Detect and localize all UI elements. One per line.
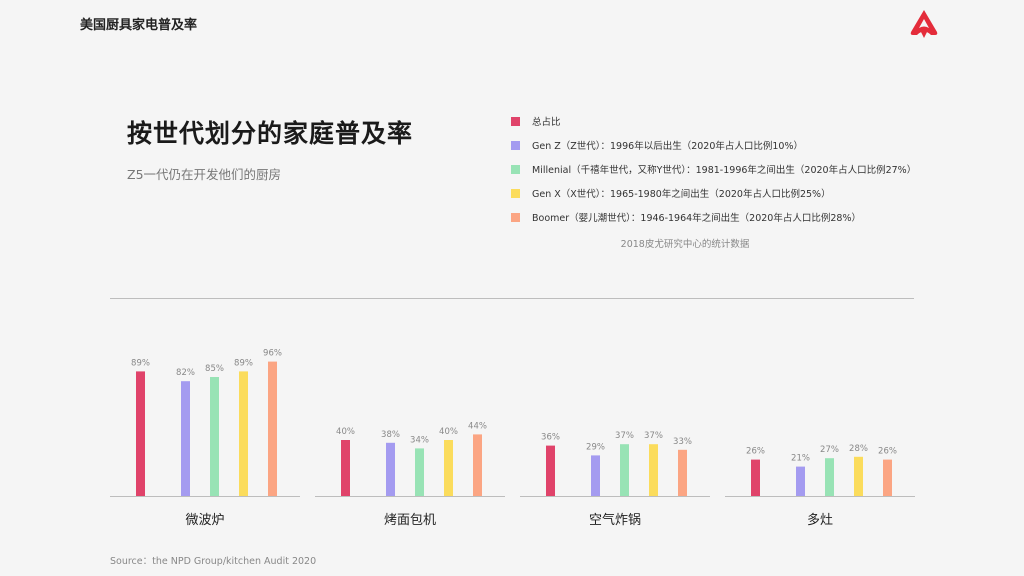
divider [110,298,914,299]
bar [649,444,658,496]
category-label: 空气炸锅 [589,512,641,528]
legend-item-total: 总占比 [511,109,916,133]
bar [239,371,248,496]
legend-item-boomer: Boomer（婴儿潮世代）：1946-1964年之间出生（2020年占人口比例2… [511,205,916,229]
bar [678,449,687,496]
legend-item-millenial: Millenial（千禧年世代，又称Y世代）：1981-1996年之间出生（20… [511,157,916,181]
data-label: 85% [205,364,224,374]
data-label: 26% [746,447,765,457]
data-label: 96% [263,349,282,359]
bar [136,371,145,496]
legend-item-gen-x: Gen X（X世代）：1965-1980年之间出生（2020年占人口比例25%） [511,181,916,205]
legend-swatch [511,212,520,222]
page-subtitle: Z5一代仍在开发他们的厨房 [127,167,282,182]
chart-legend: 总占比 Gen Z（Z世代）：1996年以后出生（2020年占人口比例10%） … [511,109,916,229]
data-label: 44% [468,421,487,431]
bar [415,448,424,496]
data-label: 34% [410,435,429,445]
bar [341,440,350,496]
legend-label: Boomer（婴儿潮世代）：1946-1964年之间出生（2020年占人口比例2… [532,213,861,224]
bar [444,440,453,496]
bar [854,456,863,496]
bar [210,377,219,496]
data-label: 89% [131,358,150,368]
category-label: 微波炉 [185,513,224,528]
category-label: 烤面包机 [384,513,436,528]
data-label: 89% [234,358,253,368]
bar [620,444,629,496]
legend-swatch [511,116,520,126]
data-label: 21% [791,454,810,464]
legend-label: Millenial（千禧年世代，又称Y世代）：1981-1996年之间出生（20… [532,165,917,176]
bar [386,442,395,496]
bar [181,381,190,496]
legend-label: Gen X（X世代）：1965-1980年之间出生（2020年占人口比例25%） [532,189,831,200]
data-label: 36% [541,433,560,443]
data-label: 82% [176,368,195,378]
bar [591,455,600,496]
legend-swatch [511,188,520,198]
legend-label: Gen Z（Z世代）：1996年以后出生（2020年占人口比例10%） [532,141,803,152]
data-label: 40% [439,427,458,437]
bar [473,434,482,496]
legend-swatch [511,140,520,150]
data-label: 28% [849,444,868,454]
bar [796,466,805,496]
data-label: 29% [586,442,605,452]
source-note: Source：the NPD Group/kitchen Audit 2020 [110,556,317,567]
data-label: 37% [644,431,663,441]
data-label: 27% [820,445,839,455]
stat-note: 2018皮尤研究中心的统计数据 [620,239,750,250]
brand-logo-icon [910,10,938,38]
bar [546,445,555,496]
category-label: 多灶 [807,512,833,528]
header-title: 美国厨具家电普及率 [80,18,198,33]
bar [825,458,834,496]
bar [268,361,277,496]
legend-swatch [511,164,520,174]
bar [751,459,760,496]
data-label: 26% [878,447,897,457]
data-label: 40% [336,427,355,437]
legend-label: 总占比 [532,117,561,128]
bar [883,459,892,496]
data-label: 37% [615,431,634,441]
legend-item-gen-z: Gen Z（Z世代）：1996年以后出生（2020年占人口比例10%） [511,133,916,157]
data-label: 38% [381,430,400,440]
page-title: 按世代划分的家庭普及率 [127,119,414,148]
data-label: 33% [673,437,692,447]
